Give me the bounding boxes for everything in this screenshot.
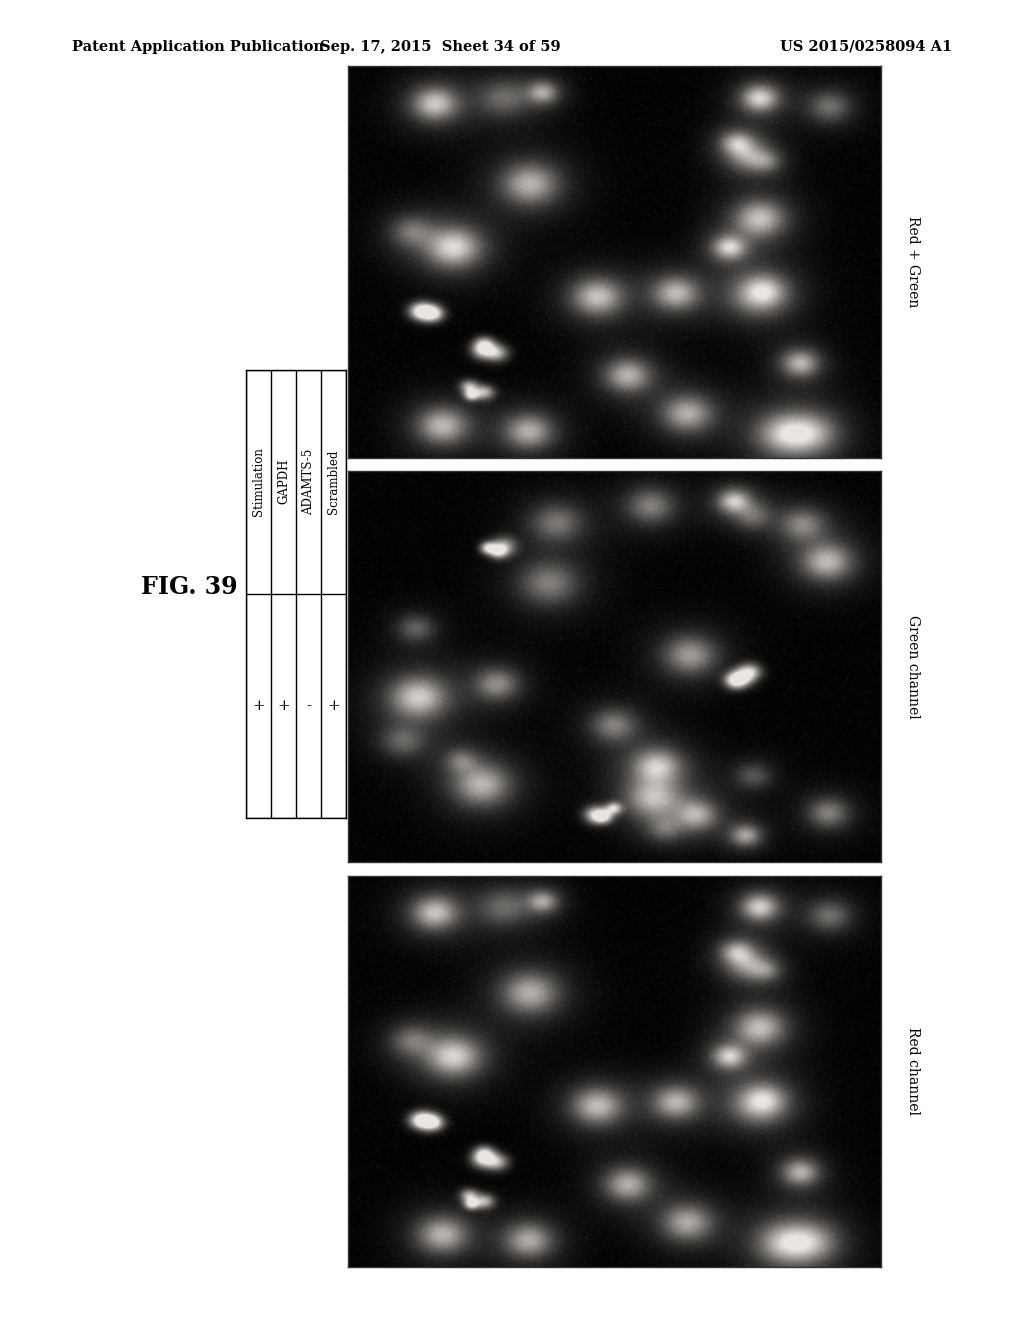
Text: Red + Green: Red + Green [906, 216, 921, 308]
Text: FIG. 39: FIG. 39 [141, 576, 238, 599]
Text: Sep. 17, 2015  Sheet 34 of 59: Sep. 17, 2015 Sheet 34 of 59 [321, 40, 560, 54]
Text: Scrambled: Scrambled [327, 450, 340, 513]
Text: +: + [278, 700, 290, 713]
Text: -: - [306, 700, 311, 713]
Text: Green channel: Green channel [906, 615, 921, 718]
Text: +: + [328, 700, 340, 713]
Text: Red channel: Red channel [906, 1027, 921, 1115]
Text: +: + [252, 700, 264, 713]
Text: GAPDH: GAPDH [276, 459, 290, 504]
Text: ADAMTS-5: ADAMTS-5 [302, 449, 315, 515]
Text: Patent Application Publication: Patent Application Publication [72, 40, 324, 54]
Text: Stimulation: Stimulation [252, 447, 265, 516]
Text: US 2015/0258094 A1: US 2015/0258094 A1 [780, 40, 952, 54]
